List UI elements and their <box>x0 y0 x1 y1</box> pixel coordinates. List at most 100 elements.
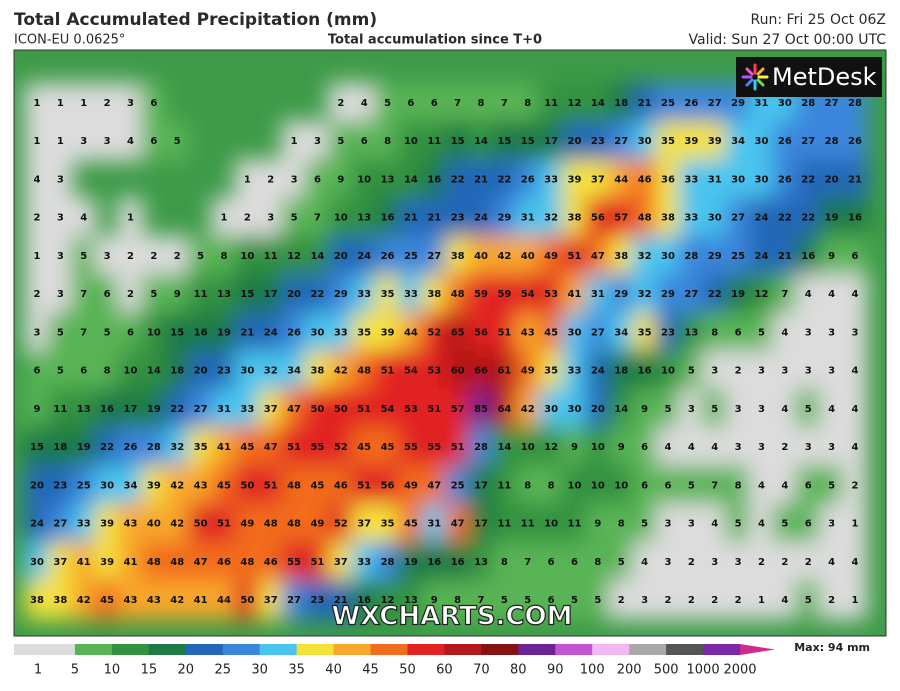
precip-cell <box>187 426 214 468</box>
grid-value: 27 <box>825 98 839 109</box>
grid-value: 5 <box>665 404 672 415</box>
grid-value: 16 <box>100 404 114 415</box>
map-area: 1 1 1 2 3 6 2 4 5 6 6 7 8 7 8 11 12 14 18 21 25 26 27 29 31 30 28 2… <box>14 50 886 636</box>
grid-value: 13 <box>404 595 418 606</box>
precip-cell <box>328 82 354 124</box>
precip-cell <box>491 350 518 391</box>
precip-cell <box>491 197 518 238</box>
precip-cell <box>725 312 751 353</box>
grid-value: 30 <box>240 366 254 377</box>
precip-cell <box>304 235 331 277</box>
precip-cell <box>164 388 190 429</box>
grid-value: 46 <box>217 557 231 568</box>
grid-value: 33 <box>684 213 698 224</box>
grid-value: 23 <box>591 136 605 147</box>
precip-cell <box>421 541 447 582</box>
grid-value: 14 <box>310 251 324 262</box>
grid-value: 14 <box>404 174 418 185</box>
grid-value: 8 <box>594 557 601 568</box>
precip-cell <box>141 274 167 315</box>
legend-tick-label: 40 <box>325 663 342 678</box>
precip-cell <box>398 197 424 238</box>
precip-cell <box>304 465 331 506</box>
grid-value: 38 <box>568 213 582 224</box>
precip-cell <box>818 350 845 391</box>
grid-value: 16 <box>357 595 371 606</box>
precip-cell <box>795 579 821 621</box>
precip-cell <box>444 426 471 468</box>
precip-cell <box>328 235 354 277</box>
precip-cell <box>818 388 845 429</box>
legend-tick-label: 90 <box>547 663 564 678</box>
precip-cell <box>94 274 120 315</box>
grid-value: 11 <box>53 404 67 415</box>
grid-value: 5 <box>80 251 87 262</box>
precip-cell <box>304 274 331 315</box>
grid-value: 5 <box>384 98 391 109</box>
grid-value: 5 <box>501 595 508 606</box>
precip-cell <box>211 465 237 506</box>
precip-cell <box>374 350 401 391</box>
grid-value: 33 <box>77 519 91 530</box>
grid-value: 27 <box>53 519 67 530</box>
precip-cell <box>491 541 518 582</box>
grid-value: 23 <box>451 213 465 224</box>
grid-value: 48 <box>264 519 278 530</box>
precip-cell <box>234 235 261 277</box>
grid-value: 4 <box>781 327 788 338</box>
grid-value: 22 <box>708 289 722 300</box>
precip-cell <box>187 312 214 353</box>
precip-cell <box>71 465 97 506</box>
precip-cell <box>444 312 471 353</box>
precip-cell <box>398 426 424 468</box>
precip-cell <box>772 579 798 621</box>
grid-value: 47 <box>194 557 208 568</box>
grid-value: 6 <box>805 480 812 491</box>
precip-cell <box>421 235 447 277</box>
precip-cell <box>655 579 681 621</box>
precip-cell <box>631 235 658 277</box>
precip-cell <box>328 426 354 468</box>
grid-value: 21 <box>240 327 254 338</box>
precip-cell <box>725 388 751 429</box>
precip-cell <box>795 503 821 544</box>
precip-cell <box>258 274 284 315</box>
precip-cell <box>421 159 447 200</box>
precip-cell <box>281 159 307 200</box>
grid-value: 45 <box>381 442 395 453</box>
precip-cell <box>561 197 588 238</box>
grid-value: 49 <box>544 251 558 262</box>
precip-cell <box>304 312 331 353</box>
grid-value: 24 <box>474 213 488 224</box>
precip-cell <box>71 579 97 621</box>
grid-value: 45 <box>240 442 254 453</box>
grid-value: 3 <box>57 174 64 185</box>
precip-cell <box>258 465 284 506</box>
precip-cell <box>631 159 658 200</box>
precip-cell <box>117 82 144 124</box>
grid-value: 51 <box>568 251 582 262</box>
grid-value: 5 <box>618 557 625 568</box>
precip-cell <box>94 388 120 429</box>
precip-cell <box>702 274 728 315</box>
precip-cell <box>351 274 377 315</box>
precip-cell <box>725 350 751 391</box>
precip-cell <box>374 235 401 277</box>
grid-value: 37 <box>53 557 67 568</box>
precip-cell <box>515 350 541 391</box>
precip-cell <box>468 426 494 468</box>
grid-value: 44 <box>404 327 418 338</box>
grid-value: 3 <box>805 442 812 453</box>
grid-value: 33 <box>404 289 418 300</box>
precip-cell <box>71 350 97 391</box>
precip-cell <box>818 312 845 353</box>
grid-value: 8 <box>104 366 111 377</box>
precip-cell <box>631 426 658 468</box>
grid-value: 1 <box>34 136 41 147</box>
grid-value: 7 <box>80 289 87 300</box>
precip-cell <box>655 197 681 238</box>
precip-cell <box>748 579 775 621</box>
precip-cell <box>818 121 845 162</box>
precip-cell <box>47 503 74 544</box>
legend-tick-label: 15 <box>141 663 158 678</box>
